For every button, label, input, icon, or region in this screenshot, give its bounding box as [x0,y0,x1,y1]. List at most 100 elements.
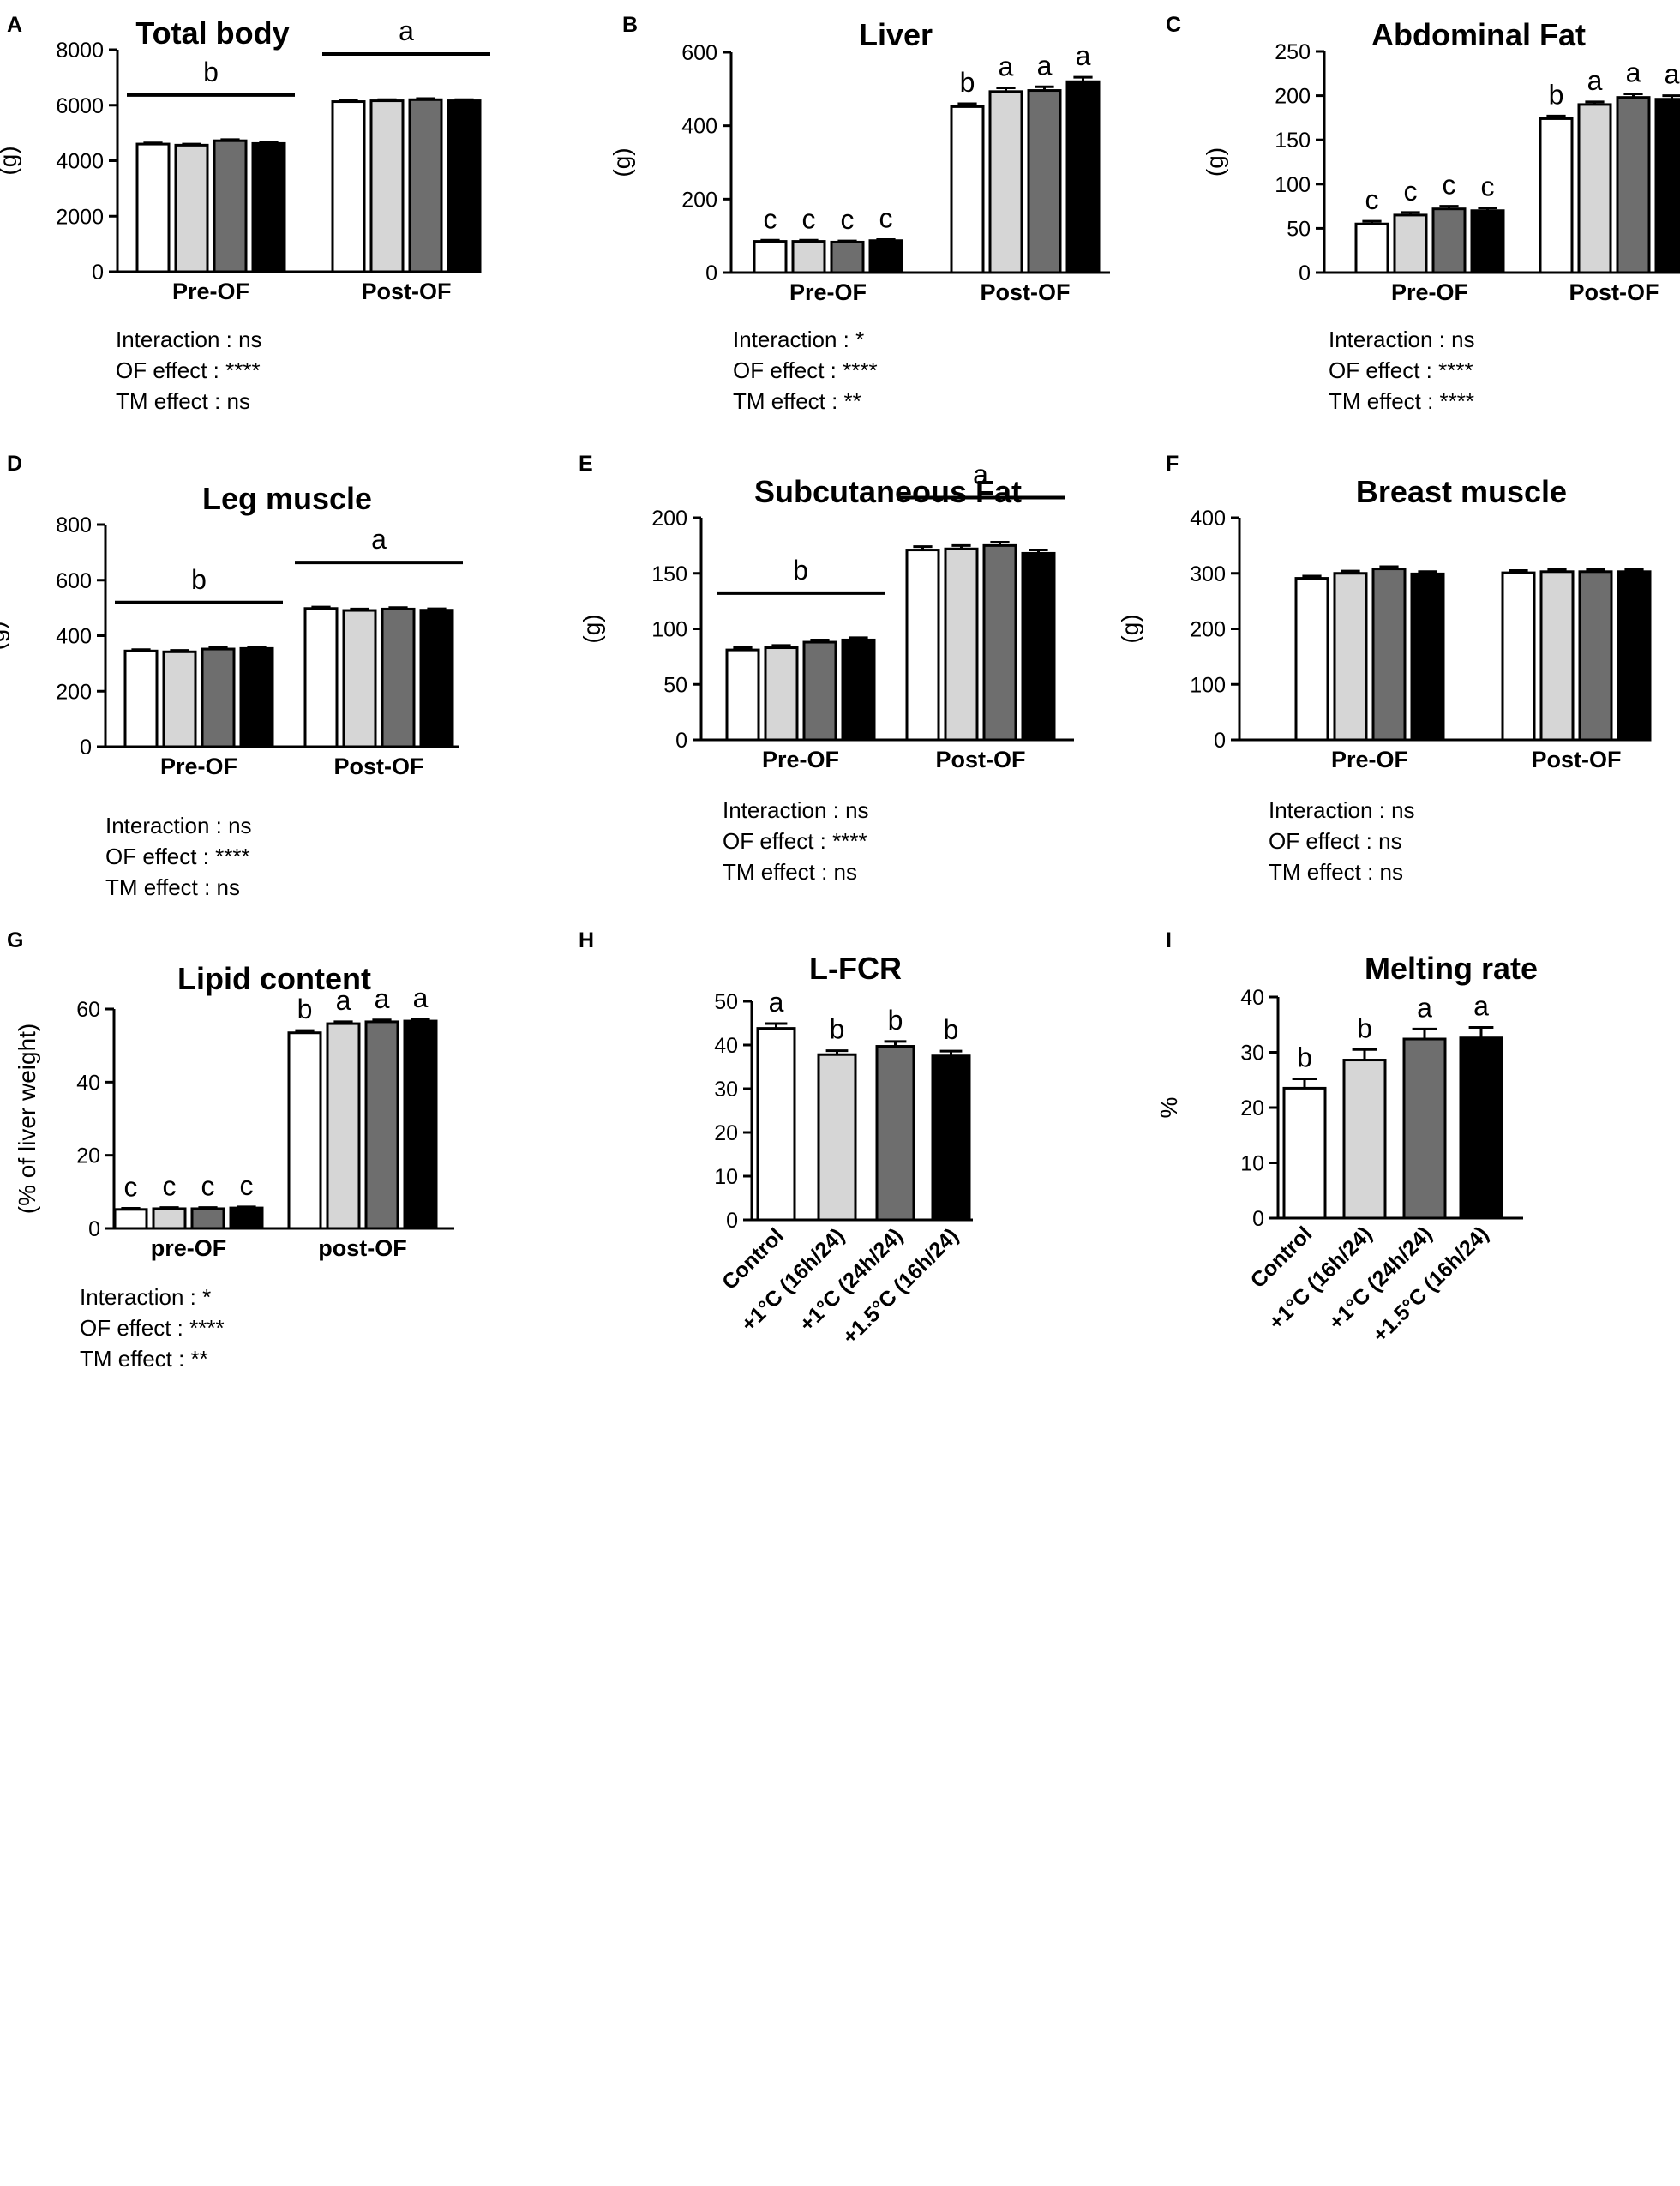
group-letter-a: b [203,57,219,87]
stats-line-d: TM effect : ns [105,874,240,900]
y-tick-label-a: 2000 [56,205,104,229]
bar-d-control-pre [123,649,159,748]
y-tick-label-a: 0 [92,261,104,285]
panel-label-c: C [1166,13,1181,37]
y-tick-label-i: 20 [1240,1096,1264,1120]
group-letter-d: b [191,564,207,595]
y-tick-label-d: 200 [56,680,92,704]
stats-line-a: Interaction : ns [116,327,262,352]
y-axis-label-b: (g) [609,147,635,177]
bar-b-tm1-16h-pre [791,240,826,274]
y-tick-label-b: 200 [681,188,717,212]
significance-letter-c: a [1587,65,1603,96]
bar-g-control-post [287,1031,322,1230]
panel-label-d: D [7,452,22,476]
y-tick-label-c: 0 [1299,261,1311,285]
y-axis-label-g: (% of liver weight) [14,1024,40,1215]
y-tick-label-g: 20 [76,1144,100,1168]
group-letter-e: a [973,459,988,489]
y-tick-label-g: 60 [76,998,100,1022]
bar-f-tm1-24h-post [1578,570,1613,742]
stats-line-g: Interaction : * [80,1284,211,1310]
bar-f-control-post [1501,571,1536,742]
y-tick-label-e: 50 [663,673,687,697]
significance-letter-c: a [1626,57,1641,88]
significance-letter-g: c [240,1170,254,1201]
bar-a-control-post [331,100,366,273]
y-tick-label-d: 600 [56,569,92,593]
x-group-label-c: Pre-OF [1391,279,1468,305]
bar-a-tm15-16h-post [447,99,482,273]
y-tick-label-i: 30 [1240,1042,1264,1066]
bar-h-control [756,1027,796,1222]
bar-c-tm1-16h-pre [1393,213,1428,274]
significance-letter-i: a [1473,990,1489,1021]
stats-line-f: Interaction : ns [1269,797,1415,823]
y-tick-label-d: 800 [56,513,92,537]
bar-h-tm1-24h [875,1045,915,1222]
significance-letter-g: a [413,982,429,1013]
bar-e-tm1-24h-pre [802,640,837,742]
x-group-label-f: Post-OF [1532,747,1622,772]
y-tick-label-b: 0 [705,261,717,285]
y-axis-label-f: (g) [1117,614,1143,643]
significance-letter-c: c [1481,171,1495,202]
y-tick-label-a: 8000 [56,39,104,63]
panel-label-g: G [7,928,23,952]
bar-d-control-post [303,607,339,748]
bar-g-tm15-16h-pre [229,1206,264,1230]
stats-line-b: OF effect : **** [733,357,878,383]
x-group-label-a: Pre-OF [172,279,249,304]
y-tick-label-c: 150 [1275,129,1311,153]
significance-letter-g: a [375,983,390,1014]
significance-letter-b: b [960,67,975,98]
significance-letter-c: b [1549,79,1564,110]
y-axis-label-i: % [1155,1097,1182,1119]
y-tick-label-h: 30 [714,1078,738,1102]
bar-f-tm15-16h-pre [1410,572,1445,742]
stats-line-b: Interaction : * [733,327,864,352]
bar-d-tm1-24h-post [381,607,416,748]
x-group-label-a: Post-OF [362,279,452,304]
chart-title-a: Total body [135,15,289,51]
significance-letter-i: b [1357,1012,1372,1043]
y-axis-label-c: (g) [1202,147,1228,177]
bar-d-tm1-24h-pre [201,647,236,748]
x-category-label-i: +1°C (16h/24) [1264,1222,1377,1335]
bar-f-tm15-16h-post [1617,570,1652,742]
bar-e-tm15-16h-pre [841,638,876,742]
y-tick-label-i: 10 [1240,1152,1264,1176]
bar-b-tm15-16h-pre [868,239,903,274]
x-group-label-f: Pre-OF [1331,747,1408,772]
panel-e: E Subcutaneous Fat 0 50 100 150 200 (g) Pre-OF b P… [579,452,1074,885]
x-group-label-g: post-OF [318,1235,406,1261]
bar-c-control-pre [1354,222,1389,274]
bar-d-tm15-16h-pre [239,646,274,748]
bar-c-control-post [1539,117,1574,274]
bar-c-tm15-16h-pre [1470,209,1505,274]
bar-i-tm1-16h [1342,1059,1387,1220]
bar-h-tm15-16h [931,1054,971,1222]
stats-line-f: OF effect : ns [1269,828,1402,854]
y-tick-label-e: 0 [675,729,687,753]
group-letter-a: a [399,15,414,46]
significance-letter-g: a [336,985,351,1016]
y-tick-label-c: 200 [1275,85,1311,109]
panel-label-a: A [7,13,22,37]
significance-letter-b: c [841,204,855,235]
bar-a-tm1-16h-post [369,99,405,273]
y-tick-label-f: 300 [1190,562,1226,586]
chart-title-d: Leg muscle [202,481,372,516]
bar-g-tm1-24h-post [364,1020,399,1230]
bar-e-tm15-16h-post [1021,551,1056,742]
significance-letter-b: c [879,202,893,233]
panel-a: A Total body 0 2000 4000 6000 8000 (g) Pre-OF b Po… [0,13,490,414]
panel-label-e: E [579,452,593,476]
chart-title-g: Lipid content [177,961,371,996]
significance-letter-h: b [888,1005,903,1036]
bar-f-tm1-16h-pre [1333,572,1368,742]
significance-letter-h: b [944,1014,959,1045]
y-tick-label-g: 0 [88,1217,100,1241]
stats-line-a: OF effect : **** [116,357,261,383]
